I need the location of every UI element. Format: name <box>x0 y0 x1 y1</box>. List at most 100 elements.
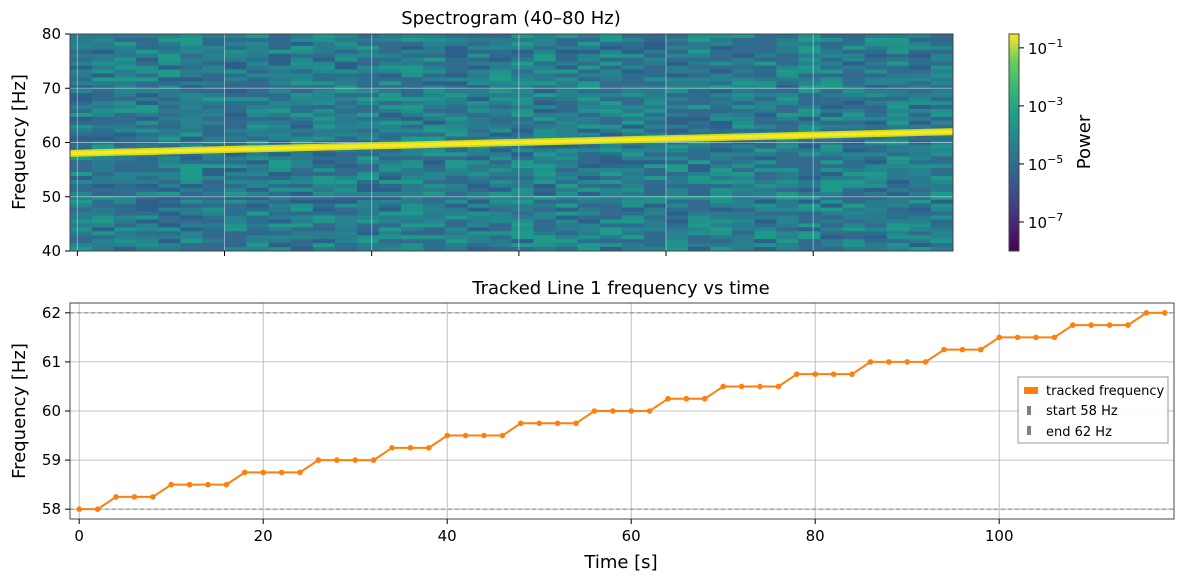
heatmap-cell <box>445 124 468 130</box>
heatmap-cell <box>136 85 159 90</box>
heatmap-cell <box>467 195 491 201</box>
heatmap-cell <box>732 45 755 51</box>
heatmap-cell <box>930 176 953 181</box>
heatmap-cell <box>246 81 270 86</box>
heatmap-cell <box>158 73 181 78</box>
heatmap-cell <box>643 176 667 181</box>
heatmap-cell <box>754 219 777 224</box>
y-tick-label: 62 <box>42 304 61 322</box>
heatmap-cell <box>511 152 535 157</box>
heatmap-cell <box>732 223 755 228</box>
heatmap-cell <box>334 176 358 181</box>
heatmap-cell <box>92 37 115 43</box>
heatmap-cell <box>268 187 292 193</box>
heatmap-cell <box>776 235 800 240</box>
heatmap-cell <box>290 53 314 59</box>
heatmap-cell <box>268 45 292 51</box>
heatmap-cell <box>599 148 623 153</box>
heatmap-cell <box>290 235 314 240</box>
heatmap-cell <box>114 199 137 205</box>
heatmap-cell <box>290 45 314 51</box>
heatmap-cell <box>224 45 248 51</box>
heatmap-cell <box>842 172 866 177</box>
heatmap-cell <box>224 164 248 169</box>
heatmap-cell <box>908 112 932 118</box>
data-point <box>297 469 303 476</box>
heatmap-cell <box>621 152 645 157</box>
heatmap-cell <box>666 219 689 224</box>
heatmap-cell <box>268 235 292 240</box>
heatmap-cell <box>312 128 336 134</box>
heatmap-cell <box>356 45 380 51</box>
heatmap-cell <box>511 215 535 221</box>
heatmap-cell <box>224 179 248 185</box>
heatmap-cell <box>864 199 888 205</box>
heatmap-cell <box>886 199 910 205</box>
heatmap-cell <box>577 243 601 248</box>
heatmap-cell <box>246 41 270 47</box>
heatmap-cell <box>334 179 358 185</box>
heatmap-cell <box>445 120 468 126</box>
heatmap-cell <box>445 231 468 236</box>
heatmap-cell <box>555 97 579 102</box>
colorbar-label: Power <box>1074 114 1095 169</box>
heatmap-cell <box>864 34 888 39</box>
heatmap-cell <box>70 116 93 122</box>
heatmap-cell <box>379 37 402 43</box>
heatmap-cell <box>268 243 292 248</box>
heatmap-cell <box>92 239 115 244</box>
heatmap-cell <box>666 239 689 244</box>
heatmap-cell <box>489 45 513 51</box>
heatmap-cell <box>511 160 535 165</box>
heatmap-cell <box>445 239 468 244</box>
heatmap-cell <box>820 61 844 67</box>
heatmap-cell <box>158 227 181 232</box>
heatmap-cell <box>379 172 402 177</box>
heatmap-cell <box>710 164 733 169</box>
heatmap-cell <box>533 108 557 114</box>
heatmap-cell <box>467 219 491 224</box>
heatmap-cell <box>666 231 689 236</box>
heatmap-cell <box>467 116 491 122</box>
heatmap-cell <box>180 199 204 205</box>
heatmap-cell <box>401 176 424 181</box>
heatmap-cell <box>511 239 535 244</box>
heatmap-cell <box>820 41 844 47</box>
heatmap-cell <box>666 243 689 248</box>
heatmap-cell <box>312 41 336 47</box>
heatmap-cell <box>577 172 601 177</box>
heatmap-cell <box>202 239 226 244</box>
heatmap-cell <box>511 65 535 71</box>
heatmap-cell <box>908 176 932 181</box>
heatmap-cell <box>136 179 159 185</box>
heatmap-cell <box>666 160 689 165</box>
heatmap-cell <box>92 168 115 173</box>
heatmap-cell <box>555 73 579 78</box>
heatmap-cell <box>864 215 888 221</box>
heatmap-cell <box>379 61 402 67</box>
heatmap-cell <box>599 112 623 118</box>
heatmap-cell <box>666 73 689 78</box>
heatmap-cell <box>356 243 380 248</box>
heatmap-cell <box>643 73 667 78</box>
heatmap-cell <box>268 73 292 78</box>
heatmap-cell <box>555 223 579 228</box>
heatmap-cell <box>798 49 822 55</box>
heatmap-cell <box>798 101 822 106</box>
heatmap-cell <box>732 239 755 244</box>
heatmap-cell <box>820 179 844 185</box>
heatmap-cell <box>776 140 800 146</box>
heatmap-cell <box>312 203 336 209</box>
heatmap-cell <box>533 187 557 193</box>
heatmap-cell <box>92 227 115 232</box>
heatmap-cell <box>533 207 557 213</box>
heatmap-cell <box>224 124 248 130</box>
heatmap-cell <box>666 187 689 193</box>
data-point <box>646 408 653 414</box>
heatmap-cell <box>489 81 513 86</box>
heatmap-cell <box>379 203 402 209</box>
heatmap-cell <box>467 203 491 209</box>
heatmap-cell <box>599 128 623 134</box>
heatmap-cell <box>136 172 159 177</box>
heatmap-cell <box>356 61 380 67</box>
